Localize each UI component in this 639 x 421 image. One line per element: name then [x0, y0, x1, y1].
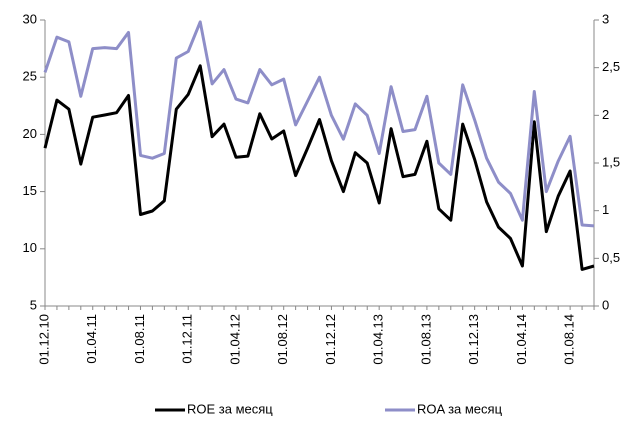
x-tick-label: 01.08.11 — [132, 314, 147, 364]
x-tick-label: 01.12.13 — [466, 314, 481, 365]
series-line — [43, 20, 595, 228]
y2-tick-label: 1,5 — [602, 154, 620, 169]
x-tick-label: 01.12.10 — [36, 314, 51, 365]
y-tick-label: 25 — [23, 69, 37, 84]
y-tick-label: 20 — [23, 126, 37, 141]
y2-tick-label: 2 — [602, 107, 609, 122]
x-tick-label: 01.04.13 — [371, 314, 386, 365]
x-tick-label: 01.04.12 — [227, 314, 242, 365]
x-tick-label: 01.04.14 — [514, 314, 529, 365]
x-tick-label: 01.08.14 — [562, 314, 577, 365]
y2-tick-label: 0 — [602, 297, 609, 312]
x-tick-label: 01.12.11 — [180, 314, 195, 364]
series-line — [43, 64, 595, 271]
y-tick-label: 10 — [23, 240, 37, 255]
x-tick-label: 01.08.12 — [275, 314, 290, 365]
legend-label: ROE за месяц — [187, 401, 273, 416]
x-tick-label: 01.08.13 — [418, 314, 433, 365]
y2-tick-label: 3 — [602, 11, 609, 26]
x-tick-label: 01.12.12 — [323, 314, 338, 365]
legend-label: ROA за месяц — [417, 401, 503, 416]
y2-tick-label: 1 — [602, 202, 609, 217]
y2-tick-label: 0,5 — [602, 250, 620, 265]
x-tick-label: 01.04.11 — [84, 314, 99, 364]
y2-tick-label: 2,5 — [602, 59, 620, 74]
y-tick-label: 5 — [30, 297, 37, 312]
y-tick-label: 15 — [23, 183, 37, 198]
y-tick-label: 30 — [23, 11, 37, 26]
